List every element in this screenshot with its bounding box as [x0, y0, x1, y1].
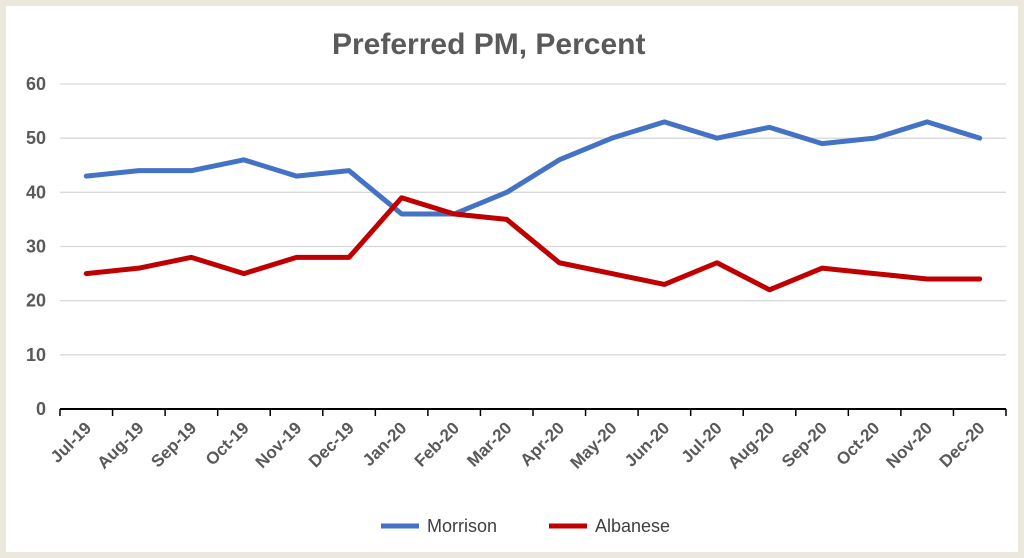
data-point: [189, 169, 193, 173]
data-point: [662, 282, 666, 286]
x-tick-label: Sep-19: [147, 418, 200, 471]
data-point: [715, 261, 719, 265]
data-point: [768, 288, 771, 292]
x-tick-label: Dec-19: [305, 418, 358, 471]
data-point: [242, 158, 246, 162]
x-tick-label: Apr-20: [517, 418, 569, 470]
y-tick-label: 10: [26, 345, 46, 365]
data-point: [925, 277, 929, 281]
data-point: [925, 120, 929, 124]
data-point: [84, 174, 88, 178]
legend: Morrison Albanese: [381, 516, 670, 536]
x-tick-label: Nov-20: [882, 418, 936, 472]
x-tick-label: Feb-20: [411, 418, 463, 470]
chart-frame: Preferred PM, Percent 0 10 20 30 40 50 60 Jul-…: [6, 6, 1018, 552]
x-tick-label: May-20: [566, 418, 620, 472]
data-point: [978, 277, 982, 281]
data-point: [768, 125, 771, 129]
data-point: [505, 217, 509, 221]
data-point: [137, 266, 141, 270]
y-tick-label: 20: [26, 291, 46, 311]
data-point: [557, 158, 561, 162]
data-point: [137, 169, 141, 173]
data-point: [820, 142, 824, 146]
legend-label-albanese: Albanese: [595, 516, 670, 536]
x-tick-label: Nov-19: [252, 418, 306, 472]
data-point: [347, 255, 351, 259]
data-point: [662, 120, 666, 124]
y-tick-label: 0: [36, 399, 46, 419]
y-tick-label: 30: [26, 237, 46, 257]
y-tick-label: 60: [26, 74, 46, 94]
series-lines: [83, 119, 983, 293]
x-tick-label: Oct-19: [202, 418, 253, 469]
x-tick-label: Aug-20: [724, 418, 778, 472]
line-chart: Preferred PM, Percent 0 10 20 30 40 50 60 Jul-…: [26, 28, 1007, 536]
data-point: [295, 174, 298, 178]
data-point: [873, 272, 877, 276]
data-point: [295, 255, 298, 259]
data-point: [715, 136, 719, 140]
x-tick-label: Oct-20: [833, 418, 884, 469]
y-tick-label: 40: [26, 182, 46, 202]
data-point: [505, 190, 509, 194]
data-point: [189, 255, 193, 259]
gridlines: [60, 83, 1006, 356]
chart-title: Preferred PM, Percent: [332, 28, 645, 61]
x-tick-label: Sep-20: [778, 418, 831, 471]
y-axis-ticks: 0 10 20 30 40 50 60: [26, 74, 46, 419]
x-tick-label: Jul-19: [47, 418, 95, 466]
data-point: [557, 261, 561, 265]
x-tick-label: Jan-20: [359, 418, 411, 470]
x-tick-label: Jun-20: [621, 418, 673, 470]
y-tick-label: 50: [26, 128, 46, 148]
x-axis: [59, 408, 1007, 416]
data-point: [610, 272, 614, 276]
data-point: [978, 136, 982, 140]
series-line-morrison: [83, 119, 983, 217]
x-tick-label: Aug-19: [93, 418, 147, 472]
data-point: [347, 169, 351, 173]
x-tick-label: Mar-20: [463, 418, 515, 470]
data-point: [84, 272, 88, 276]
data-point: [873, 136, 877, 140]
x-tick-label: Jul-20: [678, 418, 726, 466]
data-point: [452, 212, 456, 216]
x-tick-label: Dec-20: [936, 418, 989, 471]
data-point: [820, 266, 824, 270]
legend-label-morrison: Morrison: [427, 516, 497, 536]
data-point: [610, 136, 614, 140]
data-point: [242, 272, 246, 276]
data-point: [400, 196, 404, 200]
data-point: [400, 212, 404, 216]
series-line-albanese: [83, 195, 983, 293]
